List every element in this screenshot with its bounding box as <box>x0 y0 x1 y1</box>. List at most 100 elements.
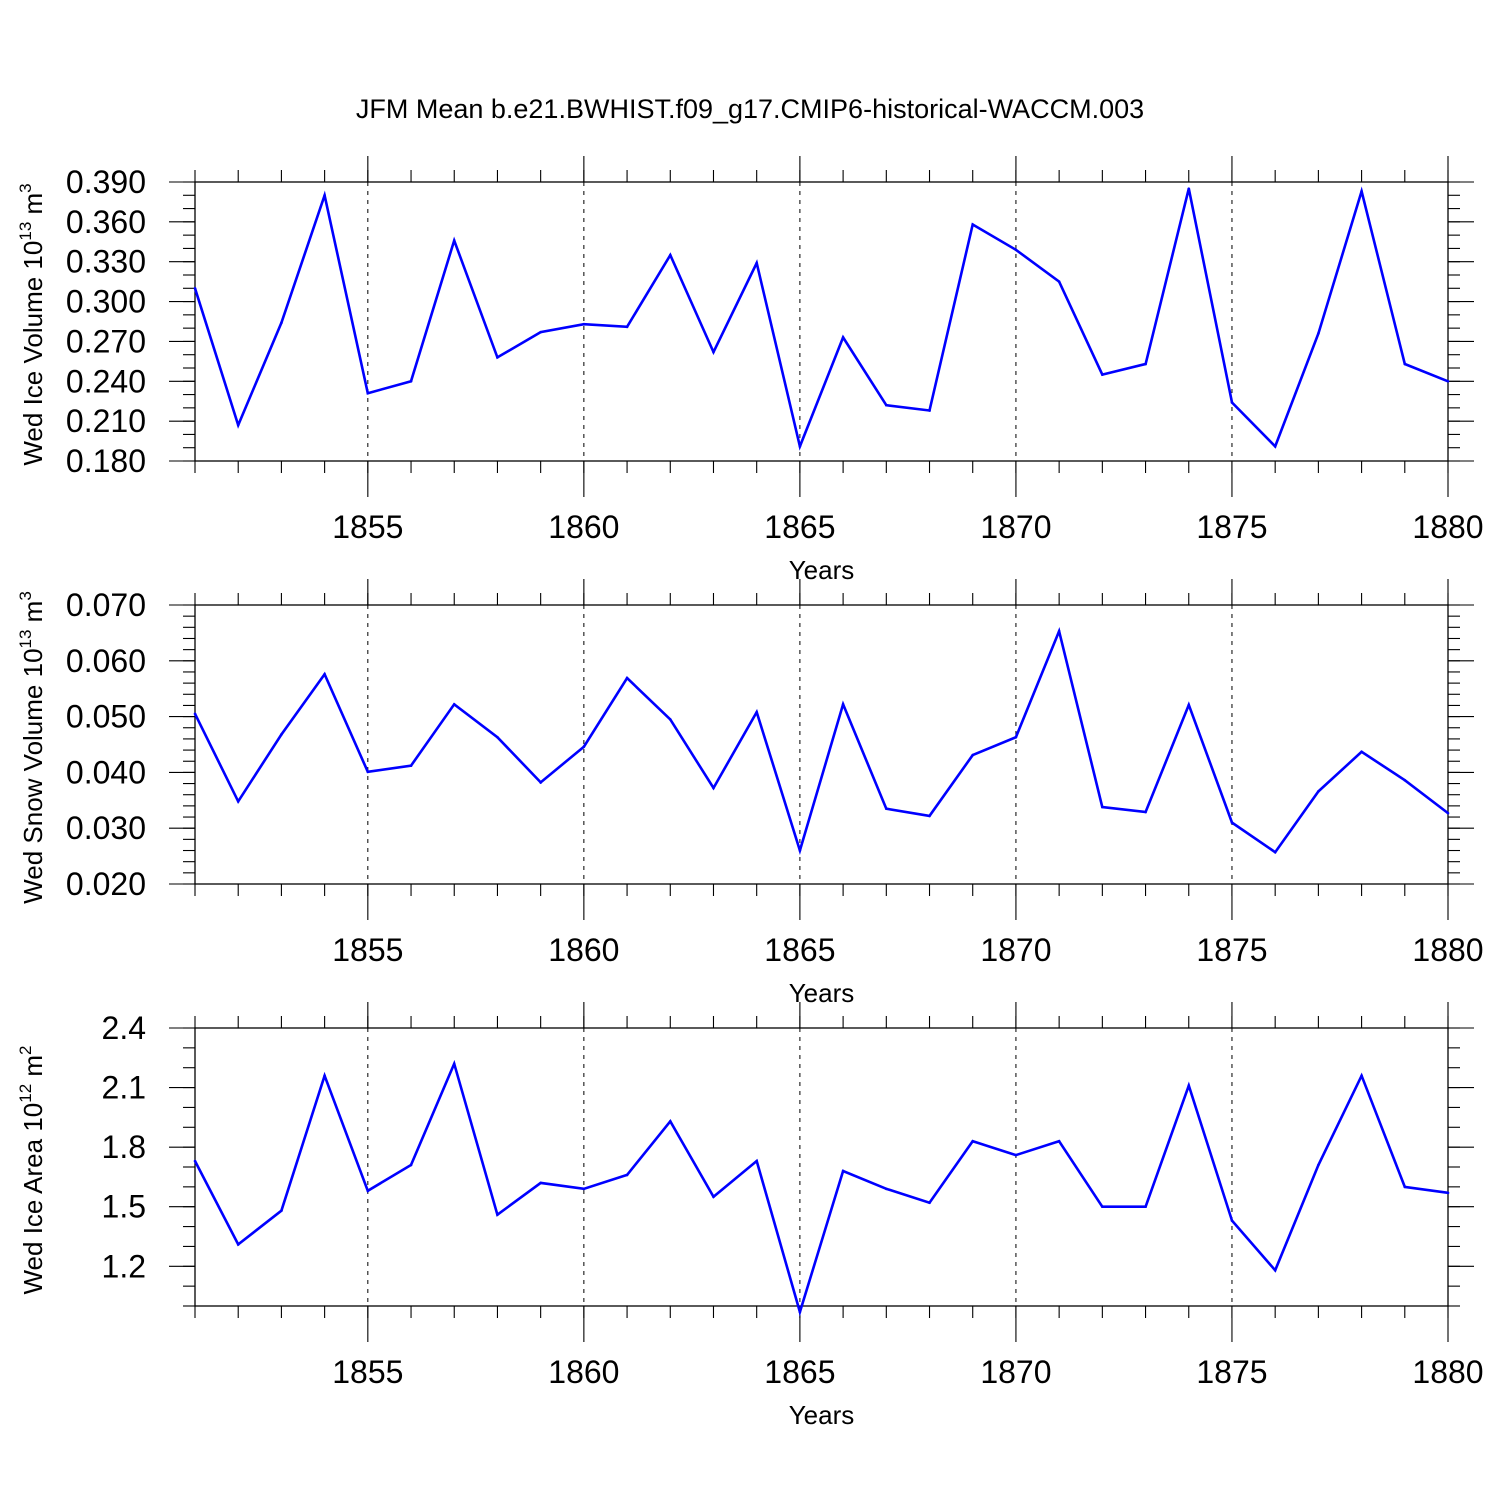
data-point <box>668 718 672 721</box>
data-point <box>1014 248 1018 252</box>
data-point <box>712 1195 715 1199</box>
data-point <box>452 1062 456 1066</box>
data-point <box>1403 1185 1407 1189</box>
y-axis-label-unit: m <box>18 193 48 222</box>
data-point <box>1101 805 1104 809</box>
y-tick-label: 0.330 <box>66 244 146 280</box>
x-tick-label: 1875 <box>1196 932 1267 968</box>
x-tick-label: 1860 <box>548 932 619 968</box>
data-point <box>971 223 975 226</box>
data-point <box>539 330 542 334</box>
y-axis-label-unit-exponent: 3 <box>16 591 35 600</box>
data-point <box>885 807 888 810</box>
y-tick-label: 2.1 <box>102 1070 146 1106</box>
data-point <box>582 322 586 326</box>
data-point <box>496 1213 499 1216</box>
data-point <box>1273 850 1277 854</box>
data-point <box>798 1310 802 1314</box>
data-point <box>1446 1191 1450 1195</box>
y-axis-label-exponent: 13 <box>16 222 35 241</box>
y-axis-label-unit: m <box>18 601 48 630</box>
x-tick-label: 1855 <box>332 1354 403 1390</box>
series-line <box>193 1059 1449 1317</box>
data-point <box>668 253 672 257</box>
data-point <box>323 1074 326 1077</box>
x-tick-label: 1870 <box>980 1354 1051 1390</box>
data-point <box>452 703 456 706</box>
data-point <box>755 710 758 714</box>
data-point <box>1187 1084 1191 1087</box>
data-point <box>452 239 456 242</box>
x-tick-label: 1860 <box>548 1354 619 1390</box>
data-point <box>1446 811 1450 815</box>
data-point <box>236 1243 240 1246</box>
data-point <box>668 1120 672 1123</box>
data-point <box>712 350 715 354</box>
data-point <box>971 753 975 757</box>
plot-frame <box>194 1027 1449 1307</box>
data-point <box>1317 790 1320 793</box>
data-point <box>582 745 586 749</box>
data-point <box>625 1173 629 1177</box>
panels: 1855 1860 1865 1870 1875 1880 Years 0.180 0.210 0… <box>16 156 1484 1430</box>
data-point <box>193 1159 197 1163</box>
data-point <box>1101 1205 1104 1209</box>
data-point <box>1144 362 1147 366</box>
plot-frame <box>194 604 1449 885</box>
y-axis-label-unit-exponent: 3 <box>16 183 35 192</box>
y-axis-label-base: Wed Ice Volume 10 <box>18 241 48 466</box>
data-point <box>755 261 758 265</box>
series-line <box>193 186 1449 451</box>
data-point <box>193 286 197 290</box>
data-point <box>1144 1205 1147 1209</box>
data-point <box>755 1159 758 1163</box>
panel-3: 1855 1860 1865 1870 1875 1880 Years 1.2 1.5 1.8 2.… <box>16 1002 1484 1430</box>
data-point <box>582 1187 586 1191</box>
data-point <box>409 1163 413 1167</box>
series-line <box>193 627 1449 855</box>
data-point <box>1187 703 1191 707</box>
data-point <box>1317 332 1320 335</box>
y-axis-label-base: Wed Ice Area 10 <box>18 1103 48 1295</box>
panel-1: 1855 1860 1865 1870 1875 1880 Years 0.180 0.210 0… <box>16 156 1484 585</box>
data-point <box>1057 1139 1061 1143</box>
x-tick-label: 1855 <box>332 932 403 968</box>
y-axis-label: Wed Ice Area 1012 m2 <box>16 1045 48 1294</box>
data-point <box>366 1189 370 1193</box>
data-point <box>1230 821 1234 824</box>
data-point <box>236 800 240 803</box>
data-point <box>625 325 629 329</box>
data-point <box>841 336 845 339</box>
y-tick-label: 0.240 <box>66 363 146 399</box>
x-tick-label: 1880 <box>1412 509 1483 545</box>
data-point <box>1187 187 1191 190</box>
data-point <box>1144 810 1147 814</box>
x-axis-label: Years <box>789 1400 855 1430</box>
data-point <box>928 1201 931 1205</box>
y-axis-label-base: Wed Snow Volume 10 <box>18 648 48 903</box>
data-point <box>496 735 499 739</box>
data-point <box>841 1169 845 1173</box>
x-tick-label: 1875 <box>1196 509 1267 545</box>
data-point <box>798 445 802 448</box>
data-point <box>409 379 413 383</box>
y-axis-label-exponent: 13 <box>16 630 35 649</box>
data-point <box>1230 1219 1234 1222</box>
y-tick-label: 0.270 <box>66 323 146 359</box>
data-point <box>1230 401 1234 404</box>
data-point <box>1403 778 1407 782</box>
x-tick-label: 1865 <box>764 1354 835 1390</box>
x-tick-label: 1855 <box>332 509 403 545</box>
y-axis-label: Wed Snow Volume 1013 m3 <box>16 591 48 904</box>
x-tick-label: 1870 <box>980 509 1051 545</box>
y-tick-label: 1.2 <box>102 1248 146 1284</box>
x-tick-label: 1880 <box>1412 1354 1483 1390</box>
y-tick-label: 0.360 <box>66 204 146 240</box>
x-tick-label: 1865 <box>764 509 835 545</box>
data-point <box>193 712 197 716</box>
data-point <box>1446 379 1450 383</box>
y-tick-label: 1.5 <box>102 1189 146 1225</box>
data-point <box>323 193 326 197</box>
data-point <box>1317 1163 1320 1167</box>
